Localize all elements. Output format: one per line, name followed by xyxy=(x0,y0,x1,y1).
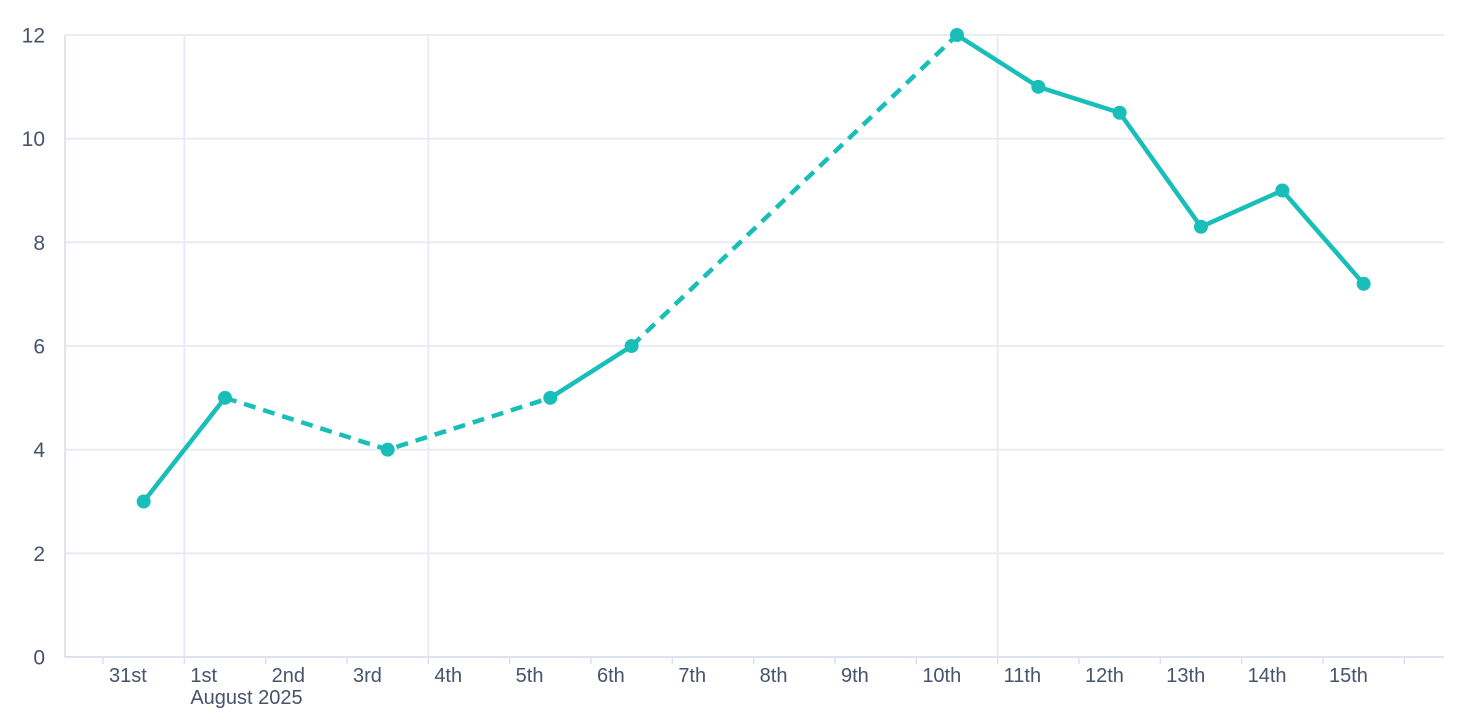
x-axis-tick-label: 7th xyxy=(678,665,706,687)
series-segment-solid xyxy=(954,32,1366,287)
series-segment-solid xyxy=(548,343,634,401)
x-axis-tick-label: 31st xyxy=(109,665,147,687)
x-axis-tick-label: 1st xyxy=(190,665,217,687)
x-axis-tick-label: 6th xyxy=(597,665,625,687)
x-axis-tick-label: 3rd xyxy=(353,665,382,687)
data-point-14th[interactable] xyxy=(1275,183,1290,198)
data-point-1st[interactable] xyxy=(217,390,232,405)
x-axis-tick-label: 10th xyxy=(922,665,961,687)
y-axis-tick-label: 6 xyxy=(33,336,45,359)
y-axis-tick-label: 8 xyxy=(33,232,45,255)
x-axis-tick-label: 2nd xyxy=(272,665,305,687)
x-axis-tick-label: 13th xyxy=(1166,665,1205,687)
data-point-13th[interactable] xyxy=(1193,219,1208,234)
x-axis-month-label: August 2025 xyxy=(190,687,302,709)
x-axis-tick-label: 12th xyxy=(1085,665,1124,687)
x-axis-tick-label: 5th xyxy=(516,665,544,687)
y-axis-tick-label: 2 xyxy=(33,543,45,566)
y-axis-tick-label: 10 xyxy=(22,128,45,151)
y-axis-tick-label: 12 xyxy=(22,25,45,48)
x-axis-tick-label: 15th xyxy=(1329,665,1368,687)
data-point-10th[interactable] xyxy=(949,28,964,42)
x-axis-tick-label: 9th xyxy=(841,665,869,687)
x-axis-tick-label: 4th xyxy=(434,665,462,687)
y-axis-tick-label: 0 xyxy=(33,647,45,670)
data-point-31st[interactable] xyxy=(136,494,151,509)
series-segment-solid xyxy=(141,395,228,504)
data-point-5th[interactable] xyxy=(543,390,558,405)
y-axis-tick-label: 4 xyxy=(33,439,45,462)
series-segment-dashed xyxy=(224,395,552,452)
data-point-12th[interactable] xyxy=(1112,105,1127,120)
x-axis-tick-label: 14th xyxy=(1248,665,1287,687)
data-point-6th[interactable] xyxy=(624,339,639,353)
data-point-15th[interactable] xyxy=(1356,276,1371,291)
data-point-3rd[interactable] xyxy=(380,442,395,457)
series-segment-dashed xyxy=(630,33,959,348)
x-axis-tick-label: 11th xyxy=(1004,665,1041,687)
data-point-11th[interactable] xyxy=(1031,79,1046,94)
x-axis-tick-label: 8th xyxy=(760,665,788,687)
